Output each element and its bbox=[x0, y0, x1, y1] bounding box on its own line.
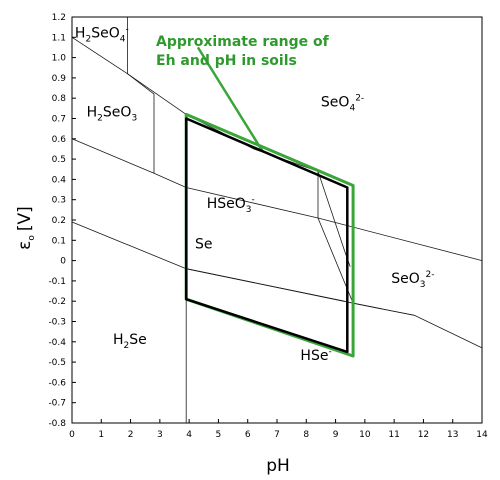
y-tick-label-19: -0.7 bbox=[48, 399, 66, 409]
y-tick-label-8: 0.4 bbox=[52, 175, 67, 185]
x-tick-label-14: 14 bbox=[476, 430, 488, 440]
boundary-lines bbox=[71, 17, 483, 423]
annotation-line-1: Approximate range of bbox=[156, 34, 330, 50]
x-tick-label-5: 5 bbox=[216, 430, 222, 440]
x-tick-label-2: 2 bbox=[128, 430, 134, 440]
y-axis-unit: [V] bbox=[15, 206, 35, 231]
x-tick-label-1: 1 bbox=[98, 430, 104, 440]
y-tick-label-12: 0 bbox=[60, 257, 66, 267]
y-tick-label-9: 0.3 bbox=[52, 196, 66, 206]
y-axis-symbol-sub: o bbox=[27, 235, 37, 241]
x-tick-label-9: 9 bbox=[333, 430, 339, 440]
x-tick-label-8: 8 bbox=[303, 430, 309, 440]
y-tick-label-4: 0.8 bbox=[52, 94, 67, 104]
annotation-leader bbox=[196, 46, 264, 152]
x-tick-label-12: 12 bbox=[418, 430, 429, 440]
y-tick-label-7: 0.5 bbox=[52, 155, 66, 165]
boundary-line-9 bbox=[317, 217, 415, 316]
y-tick-label-18: -0.6 bbox=[48, 378, 66, 388]
y-axis-title: εo [V] bbox=[15, 206, 37, 250]
y-tick-label-5: 0.7 bbox=[52, 115, 66, 125]
x-tick-label-0: 0 bbox=[69, 430, 75, 440]
species-label-4: Se bbox=[195, 236, 213, 252]
axis-ticks: 0 1 2 3 4 5 6 7 8 9 10 11 12 13 141.21.11.00.90.80.70.… bbox=[48, 13, 488, 440]
x-tick-label-7: 7 bbox=[274, 430, 280, 440]
x-tick-label-13: 13 bbox=[447, 430, 458, 440]
species-labels: H2SeO4- H2SeO3 HSeO3- SeO42- Se SeO32- H2Se HSe… bbox=[75, 24, 435, 364]
annotation-line-2: Eh and pH in soils bbox=[156, 53, 297, 69]
x-axis-title: pH bbox=[266, 456, 290, 476]
y-tick-label-13: -0.1 bbox=[48, 277, 66, 287]
species-label-5: SeO32- bbox=[391, 270, 434, 290]
y-tick-label-3: 0.9 bbox=[52, 74, 67, 84]
species-label-2: HSeO3- bbox=[207, 195, 255, 215]
y-tick-label-15: -0.3 bbox=[48, 318, 66, 328]
y-tick-label-17: -0.5 bbox=[48, 358, 66, 368]
y-tick-label-0: 1.2 bbox=[52, 13, 66, 23]
species-label-1: H2SeO3 bbox=[87, 104, 138, 123]
x-tick-label-10: 10 bbox=[359, 430, 371, 440]
svg-text:εo[V]: εo [V] bbox=[15, 206, 37, 250]
y-tick-label-14: -0.2 bbox=[48, 297, 66, 307]
boundary-line-8 bbox=[186, 268, 345, 302]
boundary-line-4 bbox=[127, 73, 155, 174]
species-label-6: H2Se bbox=[113, 332, 147, 351]
x-tick-label-6: 6 bbox=[245, 430, 251, 440]
y-tick-label-16: -0.4 bbox=[48, 338, 66, 348]
y-tick-label-11: 0.1 bbox=[52, 236, 66, 246]
x-tick-label-11: 11 bbox=[388, 430, 399, 440]
soil-range-inner-outline bbox=[184, 117, 349, 354]
species-label-0: H2SeO4- bbox=[75, 24, 129, 44]
x-tick-label-4: 4 bbox=[186, 430, 192, 440]
species-label-7: HSe- bbox=[300, 347, 331, 364]
y-axis-symbol: ε bbox=[15, 241, 35, 250]
x-tick-label-3: 3 bbox=[157, 430, 163, 440]
y-tick-label-20: -0.8 bbox=[48, 419, 66, 429]
species-label-3: SeO42- bbox=[321, 93, 364, 113]
soil-range-outline bbox=[184, 112, 355, 358]
soil-range-region bbox=[184, 46, 355, 358]
y-tick-label-6: 0.6 bbox=[52, 135, 67, 145]
y-tick-label-1: 1.1 bbox=[52, 33, 66, 43]
y-tick-label-10: 0.2 bbox=[52, 216, 66, 226]
y-tick-label-2: 1.0 bbox=[52, 54, 67, 64]
